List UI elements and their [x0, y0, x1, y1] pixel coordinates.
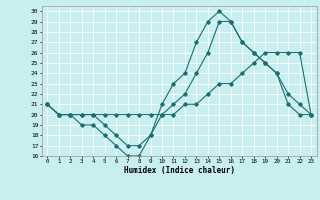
- X-axis label: Humidex (Indice chaleur): Humidex (Indice chaleur): [124, 166, 235, 175]
